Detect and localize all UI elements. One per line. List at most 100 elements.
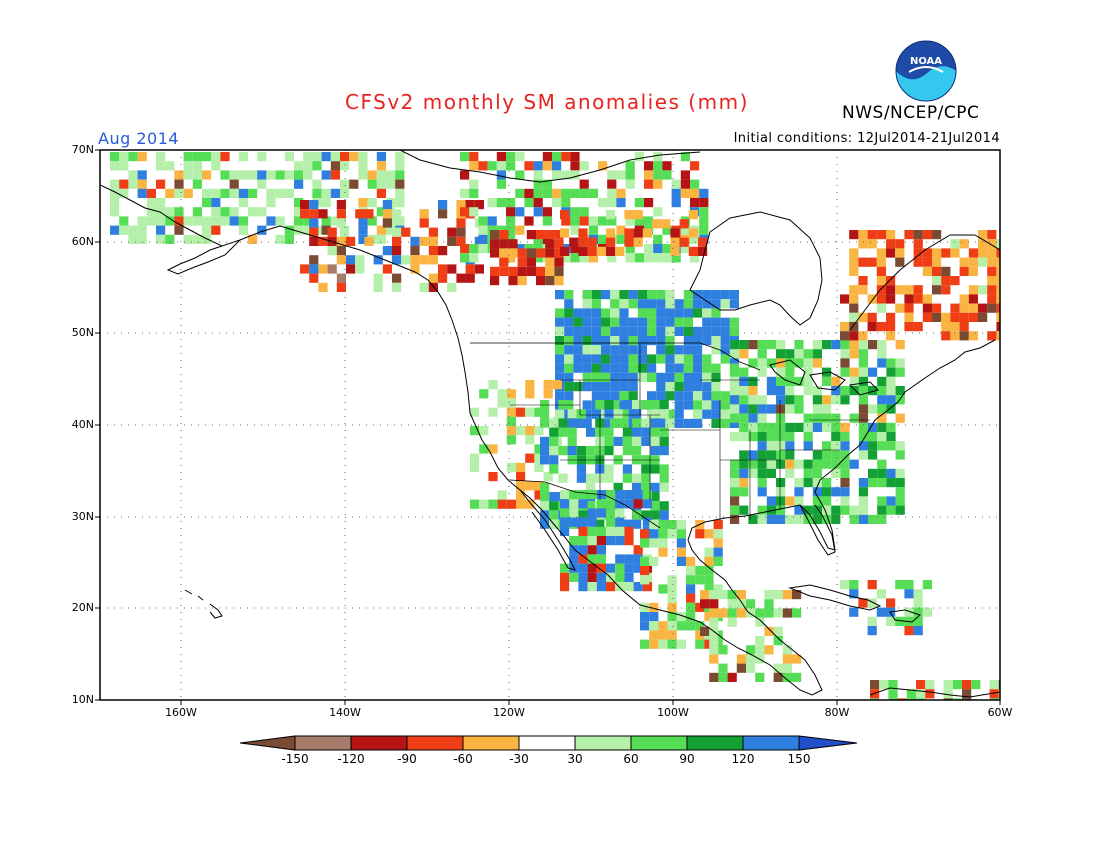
anomaly-cell	[831, 340, 841, 350]
anomaly-cell	[257, 207, 267, 217]
anomaly-cell	[382, 246, 392, 256]
anomaly-cell	[552, 198, 562, 208]
anomaly-cell	[192, 161, 202, 171]
anomaly-cell	[576, 409, 586, 419]
anomaly-cell	[755, 617, 765, 627]
anomaly-cell	[720, 409, 730, 419]
anomaly-cell	[888, 680, 898, 690]
anomaly-cell	[229, 216, 239, 226]
anomaly-cell	[582, 326, 592, 336]
anomaly-cell	[702, 372, 712, 382]
anomaly-cell	[601, 363, 611, 373]
anomaly-cell	[598, 198, 608, 208]
anomaly-cell	[508, 276, 518, 286]
anomaly-cell	[238, 225, 248, 235]
anomaly-cell	[570, 188, 580, 198]
anomaly-cell	[950, 322, 960, 332]
anomaly-cell	[336, 273, 346, 283]
anomaly-cell	[650, 482, 660, 492]
anomaly-cell	[922, 580, 932, 590]
anomaly-cell	[700, 590, 710, 600]
anomaly-cell	[587, 572, 597, 582]
anomaly-cell	[474, 200, 484, 210]
anomaly-cell	[665, 308, 675, 318]
anomaly-cell	[658, 630, 668, 640]
anomaly-cell	[709, 672, 719, 682]
anomaly-cell	[649, 538, 659, 548]
anomaly-cell	[542, 216, 552, 226]
anomaly-cell	[634, 152, 644, 162]
anomaly-cell	[533, 179, 543, 189]
anomaly-cell	[647, 317, 657, 327]
anomaly-cell	[757, 505, 767, 515]
anomaly-cell	[794, 478, 804, 488]
anomaly-cell	[634, 216, 644, 226]
anomaly-cell	[831, 441, 841, 451]
anomaly-cell	[943, 698, 953, 700]
anomaly-cell	[165, 188, 175, 198]
lon-label-100w: 100W	[657, 706, 689, 719]
anomaly-cell	[858, 487, 868, 497]
anomaly-cell	[165, 207, 175, 217]
anomaly-cell	[506, 207, 516, 217]
anomaly-cell	[587, 508, 597, 518]
anomaly-cell	[128, 170, 138, 180]
anomaly-cell	[128, 179, 138, 189]
anomaly-cell	[582, 372, 592, 382]
anomaly-cell	[634, 198, 644, 208]
anomaly-cell	[358, 170, 368, 180]
anomaly-cell	[591, 409, 601, 419]
anomaly-cell	[746, 663, 756, 673]
anomaly-cell	[367, 170, 377, 180]
organization-label: NWS/NCEP/CPC	[842, 103, 980, 123]
anomaly-cell	[349, 179, 359, 189]
anomaly-cell	[913, 616, 923, 626]
anomaly-cell	[146, 198, 156, 208]
anomaly-cell	[720, 418, 730, 428]
anomaly-cell	[183, 188, 193, 198]
anomaly-cell	[392, 227, 402, 237]
anomaly-cell	[395, 152, 405, 162]
anomaly-cell	[499, 266, 509, 276]
anomaly-cell	[560, 490, 570, 500]
anomaly-cell	[858, 312, 868, 322]
anomaly-cell	[598, 161, 608, 171]
anomaly-cell	[613, 482, 623, 492]
anomaly-cell	[515, 170, 525, 180]
anomaly-cell	[952, 680, 962, 690]
anomaly-cell	[622, 446, 632, 456]
anomaly-cell	[496, 170, 506, 180]
anomaly-cell	[989, 698, 999, 700]
anomaly-cell	[748, 422, 758, 432]
initial-conditions: Initial conditions: 12Jul2014-21Jul2014	[733, 131, 1000, 146]
anomaly-cell	[968, 285, 978, 295]
anomaly-cell	[596, 572, 606, 582]
anomaly-cell	[877, 505, 887, 515]
anomaly-cell	[876, 303, 886, 313]
anomaly-cell	[690, 253, 700, 263]
anomaly-cell	[776, 358, 786, 368]
anomaly-cell	[858, 331, 868, 341]
anomaly-cell	[587, 237, 597, 247]
anomaly-cell	[962, 698, 972, 700]
anomaly-cell	[615, 536, 625, 546]
anomaly-cell	[469, 161, 479, 171]
anomaly-cell	[877, 413, 887, 423]
anomaly-cell	[996, 248, 1000, 258]
anomaly-cell	[275, 170, 285, 180]
anomaly-cell	[619, 345, 629, 355]
anomaly-cell	[447, 282, 457, 292]
anomaly-cell	[582, 382, 592, 392]
anomaly-cell	[202, 198, 212, 208]
anomaly-cell	[419, 255, 429, 265]
anomaly-cell	[601, 336, 611, 346]
anomaly-cell	[294, 198, 304, 208]
anomaly-cell	[238, 216, 248, 226]
anomaly-cell	[564, 391, 574, 401]
anomaly-cell	[757, 432, 767, 442]
anomaly-cell	[803, 468, 813, 478]
anomaly-cell	[895, 580, 905, 590]
anomaly-cell	[676, 547, 686, 557]
anomaly-cell	[640, 639, 650, 649]
anomaly-cell	[858, 239, 868, 249]
